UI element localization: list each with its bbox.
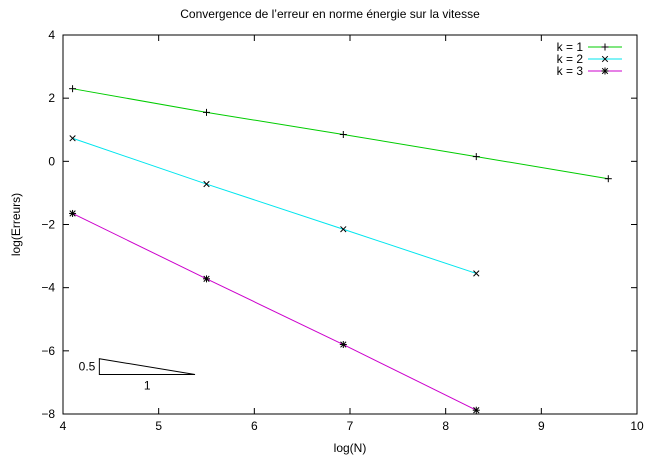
x-axis-ticks: 4 5 6 7 8 9 10 [60,35,644,433]
legend-marker [601,67,609,75]
x-axis-label: log(N) [334,441,367,455]
data-point [69,85,77,93]
data-point [203,108,210,116]
series-2 [69,135,480,277]
y-tick-label: 4 [48,28,55,42]
series-line [72,137,477,274]
data-point [473,270,480,277]
y-tick-label: 2 [48,91,55,105]
series-1 [69,85,612,183]
y-tick-label: −4 [41,281,55,295]
marker-stroke [69,135,76,142]
marker-stroke [203,275,210,282]
y-axis-label: log(Erreurs) [9,193,23,256]
plot-frame [62,34,638,415]
data-point [604,175,612,183]
legend-entry-1: k = 1 [557,40,622,54]
x-tick-label: 10 [630,419,644,433]
data-point [69,209,77,217]
legend-entry-2: k = 2 [557,52,622,66]
data-point [339,341,347,349]
y-tick-label: −6 [41,344,55,358]
slope-triangle: 0.51 [79,358,196,393]
marker-stroke [340,226,347,233]
x-tick-label: 9 [538,419,545,433]
data-point [340,226,347,233]
chart-title: Convergence de l’erreur en norme énergie… [180,7,480,21]
data-point [472,153,480,161]
y-axis-ticks: −8 −6 −4 −2 0 2 4 [41,28,637,421]
x-tick-label: 6 [251,419,258,433]
slope-triangle-shape [98,358,196,376]
legend: k = 1k = 2k = 3 [557,40,622,78]
legend-marker [601,55,609,63]
y-tick-label: −8 [41,407,55,421]
marker-stroke [340,341,347,348]
legend-label: k = 2 [557,52,584,66]
y-tick-label: 0 [48,154,55,168]
data-point [472,406,480,414]
marker-stroke [69,210,76,217]
series-3 [69,209,480,414]
legend-entry-3: k = 3 [557,64,622,78]
x-tick-label: 4 [60,419,67,433]
legend-marker [601,43,609,51]
legend-label: k = 1 [557,40,584,54]
data-point [203,275,210,283]
x-tick-label: 8 [442,419,449,433]
data-point [69,135,76,142]
legend-label: k = 3 [557,64,584,78]
slope-run-label: 1 [144,379,151,393]
series-line [72,212,477,411]
x-tick-label: 7 [347,419,354,433]
slope-rise-label: 0.5 [79,360,96,374]
marker-stroke [473,407,480,414]
data-point [203,180,210,188]
x-tick-label: 5 [155,419,162,433]
series-line [72,88,609,180]
marker-stroke [203,180,210,188]
y-tick-label: −2 [41,218,55,232]
series-layer [69,85,612,414]
marker-stroke [601,55,609,63]
marker-stroke [601,67,609,75]
data-point [339,130,347,138]
marker-stroke [473,270,480,277]
